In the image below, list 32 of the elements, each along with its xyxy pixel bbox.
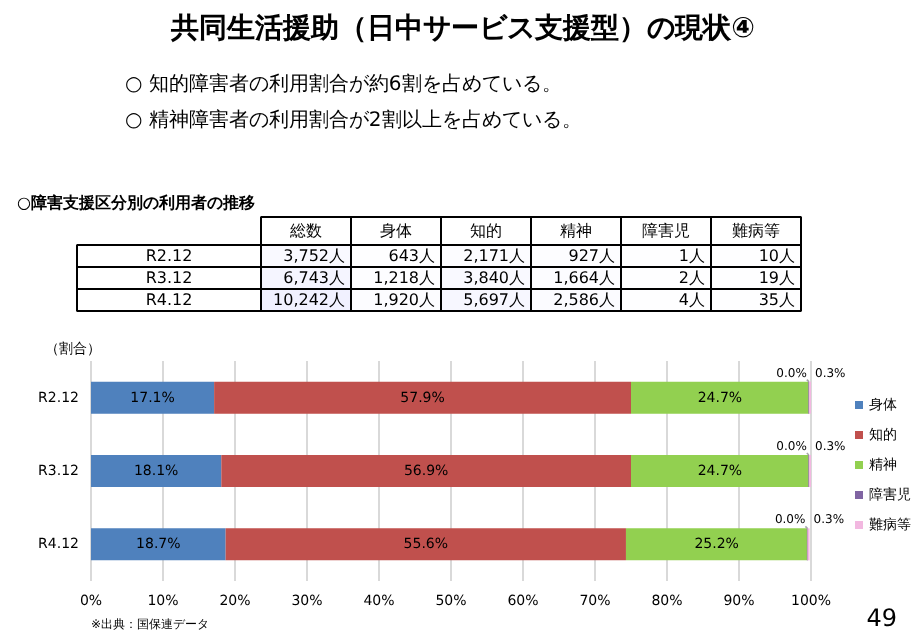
- data-label: 1,218人: [373, 269, 436, 287]
- x-tick-label: 身体: [380, 222, 412, 240]
- text: 49: [866, 604, 898, 632]
- data-label: 6,743人: [283, 269, 346, 287]
- data-label: 927人: [568, 247, 616, 265]
- text: ○ 知的障害者の利用割合が約6割を占めている。: [125, 72, 562, 96]
- data-label: 5,697人: [463, 291, 526, 309]
- data-label: 1,920人: [373, 291, 436, 309]
- data-label: 3,752人: [283, 247, 346, 265]
- data-label: 643人: [388, 247, 436, 265]
- data-label: 4人: [678, 291, 706, 309]
- y-tick-label: R3.12: [145, 269, 193, 287]
- data-label: 2,171人: [463, 247, 526, 265]
- x-tick-label: 総数: [288, 222, 322, 240]
- data-label: 19人: [758, 269, 796, 287]
- x-tick-label: 精神: [560, 222, 592, 240]
- text: 共同生活援助（日中サービス支援型）の現状④: [169, 13, 756, 45]
- data-label: 1人: [678, 247, 706, 265]
- data-label: 1,664人: [553, 269, 616, 287]
- chart-title: ○障害支援区分別の利用者の推移: [17, 192, 255, 212]
- data-label: 2,586人: [553, 291, 616, 309]
- data-label: 10,242人: [273, 291, 346, 309]
- x-tick-label: 難病等: [732, 222, 780, 240]
- x-tick-label: 知的: [470, 222, 502, 240]
- text: ○ 精神障害者の利用割合が2割以上を占めている。: [125, 108, 582, 132]
- y-tick-label: R4.12: [145, 291, 193, 309]
- data-label: 10人: [758, 247, 796, 265]
- data-label: 3,840人: [463, 269, 526, 287]
- data-label: 35人: [758, 291, 796, 309]
- y-tick-label: R2.12: [145, 247, 193, 265]
- data-label: 2人: [678, 269, 706, 287]
- x-tick-label: 障害児: [642, 222, 690, 240]
